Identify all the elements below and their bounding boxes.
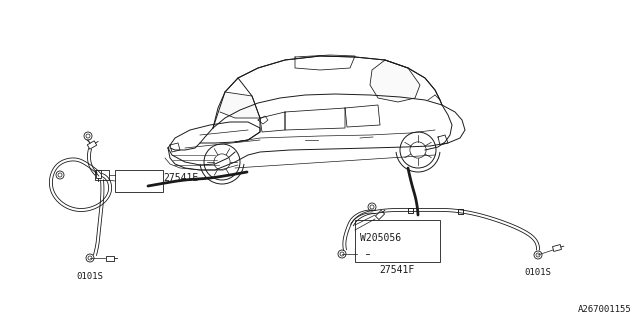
Circle shape (370, 205, 374, 209)
Text: 27541F: 27541F (380, 265, 415, 275)
Circle shape (86, 134, 90, 138)
Text: 0101S: 0101S (525, 268, 552, 277)
Circle shape (400, 132, 436, 168)
Bar (87, 141, 97, 149)
Polygon shape (220, 92, 260, 118)
Circle shape (214, 154, 230, 170)
Polygon shape (370, 60, 420, 102)
Text: 0101S: 0101S (77, 272, 104, 281)
Circle shape (56, 171, 64, 179)
Circle shape (338, 250, 346, 258)
Bar (106, 255, 114, 260)
Circle shape (88, 256, 92, 260)
Bar (358, 252, 366, 257)
Bar (458, 209, 463, 213)
Bar (408, 207, 413, 212)
Circle shape (534, 251, 542, 259)
Circle shape (340, 252, 344, 256)
Text: 27541E: 27541E (163, 173, 198, 183)
Text: A267001155: A267001155 (579, 305, 632, 314)
Bar (95, 170, 109, 180)
Circle shape (410, 142, 426, 158)
Text: W205056: W205056 (360, 233, 401, 243)
Circle shape (86, 254, 94, 262)
Circle shape (204, 144, 240, 180)
Bar (95, 170, 100, 178)
Circle shape (84, 132, 92, 140)
Bar (552, 244, 561, 252)
Bar (355, 220, 440, 262)
Bar (115, 170, 163, 192)
Circle shape (536, 253, 540, 257)
Circle shape (368, 203, 376, 211)
Bar (376, 211, 385, 220)
Circle shape (58, 173, 62, 177)
